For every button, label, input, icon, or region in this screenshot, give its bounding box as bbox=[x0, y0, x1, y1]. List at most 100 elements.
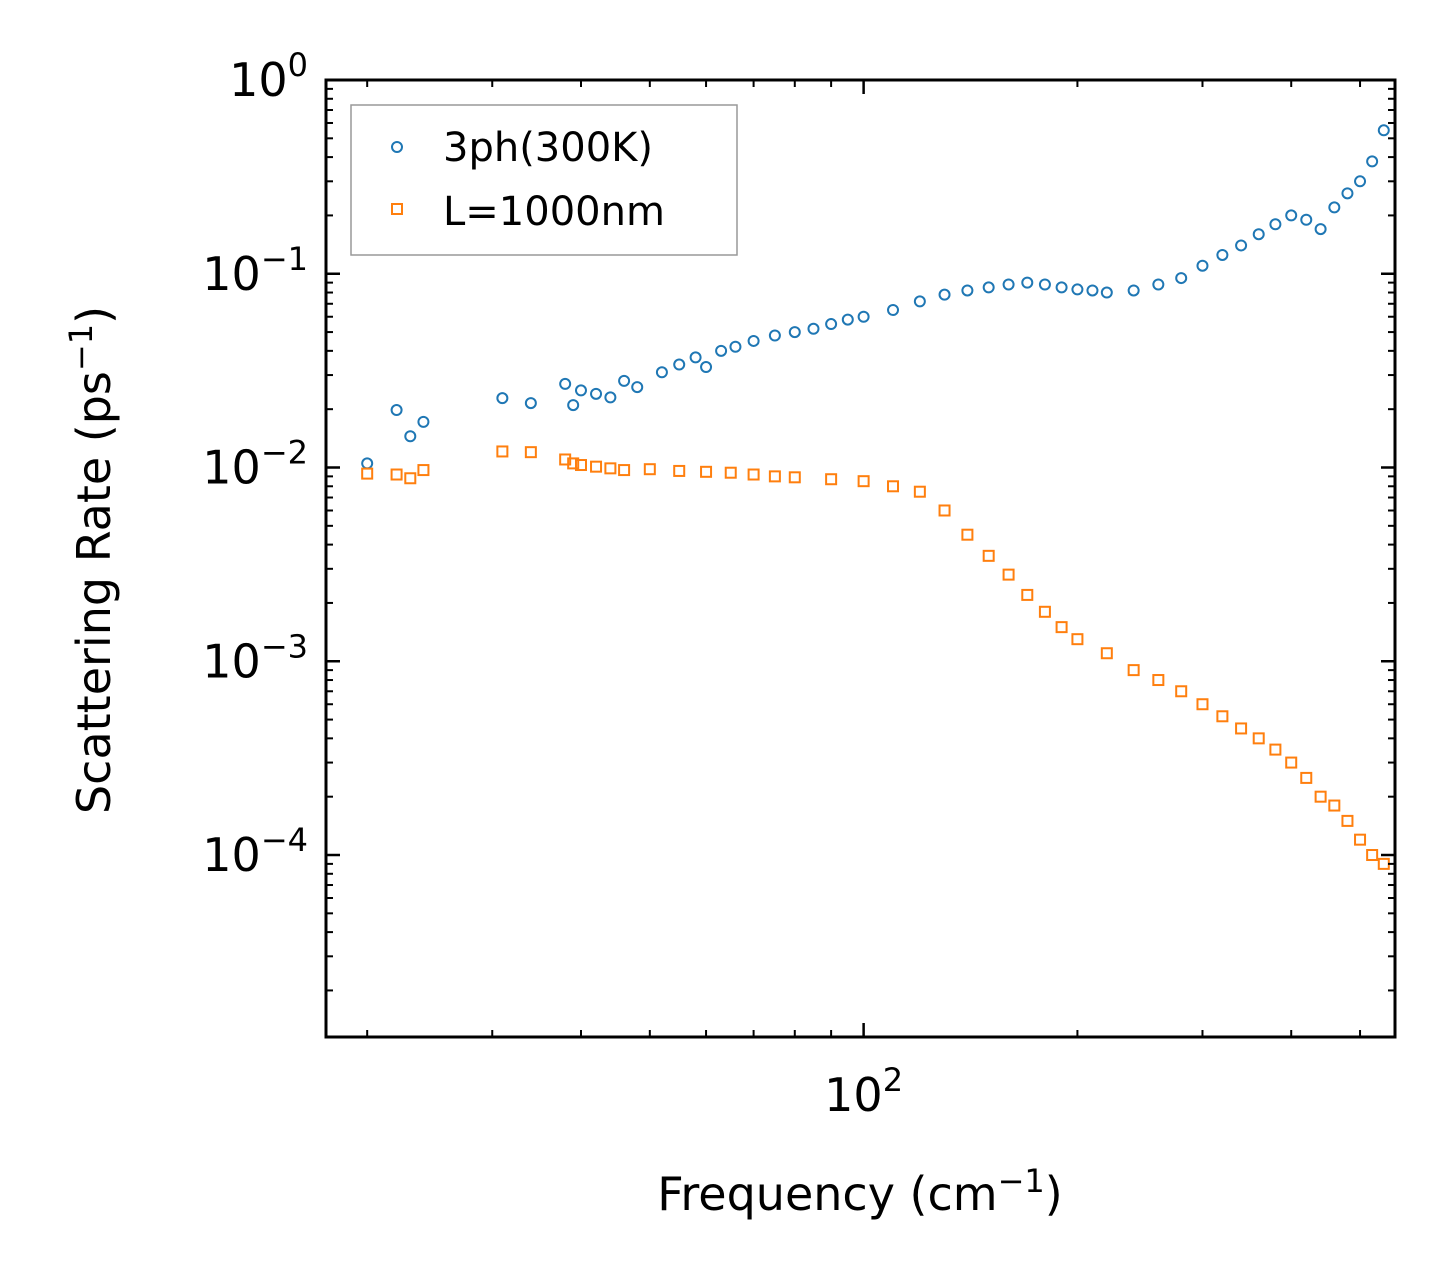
y-axis-label: Scattering Rate (ps−1) bbox=[62, 306, 121, 814]
point-l1000nm bbox=[559, 453, 572, 466]
point-l1000nm bbox=[404, 472, 417, 485]
point-3ph bbox=[857, 310, 870, 323]
point-l1000nm bbox=[590, 460, 603, 473]
y-tick-label: 10−3 bbox=[202, 627, 308, 688]
point-3ph bbox=[1377, 124, 1390, 137]
point-l1000nm bbox=[857, 475, 870, 488]
point-3ph bbox=[618, 374, 631, 387]
point-3ph bbox=[417, 415, 430, 428]
point-l1000nm bbox=[496, 445, 509, 458]
point-3ph bbox=[689, 351, 702, 364]
point-l1000nm bbox=[1328, 799, 1341, 812]
point-l1000nm bbox=[1300, 771, 1313, 784]
legend-marker-circle bbox=[391, 141, 403, 153]
legend-label-3ph: 3ph(300K) bbox=[443, 125, 653, 171]
point-l1000nm bbox=[1127, 664, 1140, 677]
point-l1000nm bbox=[1071, 633, 1084, 646]
point-l1000nm bbox=[1021, 588, 1034, 601]
point-3ph bbox=[938, 288, 951, 301]
point-l1000nm bbox=[1216, 710, 1229, 723]
point-3ph bbox=[1021, 276, 1034, 289]
point-3ph bbox=[729, 340, 742, 353]
point-3ph bbox=[1100, 286, 1113, 299]
point-l1000nm bbox=[574, 459, 587, 472]
point-l1000nm bbox=[1341, 814, 1354, 827]
point-3ph bbox=[390, 404, 403, 417]
point-3ph bbox=[825, 318, 838, 331]
legend-box bbox=[350, 104, 738, 256]
point-3ph bbox=[655, 366, 668, 379]
y-tick-label: 100 bbox=[229, 46, 308, 107]
point-3ph bbox=[559, 377, 572, 390]
point-3ph bbox=[604, 391, 617, 404]
point-3ph bbox=[1055, 281, 1068, 294]
point-l1000nm bbox=[1252, 732, 1265, 745]
point-l1000nm bbox=[788, 471, 801, 484]
point-l1000nm bbox=[361, 467, 374, 480]
point-l1000nm bbox=[673, 464, 686, 477]
point-3ph bbox=[1328, 201, 1341, 214]
point-l1000nm bbox=[604, 462, 617, 475]
point-3ph bbox=[768, 329, 781, 342]
point-3ph bbox=[631, 381, 644, 394]
point-l1000nm bbox=[618, 464, 631, 477]
plot-frame bbox=[324, 78, 1397, 1039]
point-l1000nm bbox=[938, 504, 951, 517]
point-3ph bbox=[1127, 284, 1140, 297]
y-tick-label: 10−2 bbox=[202, 434, 308, 495]
point-3ph bbox=[1196, 259, 1209, 272]
point-l1000nm bbox=[724, 466, 737, 479]
point-l1000nm bbox=[887, 480, 900, 493]
point-3ph bbox=[1002, 278, 1015, 291]
point-l1000nm bbox=[1175, 685, 1188, 698]
point-l1000nm bbox=[1196, 698, 1209, 711]
point-l1000nm bbox=[1314, 790, 1327, 803]
point-3ph bbox=[1252, 228, 1265, 241]
point-3ph bbox=[567, 399, 580, 412]
legend-marker-square bbox=[391, 203, 403, 215]
x-tick-label: 102 bbox=[824, 1061, 903, 1122]
point-3ph bbox=[1086, 284, 1099, 297]
point-3ph bbox=[1366, 155, 1379, 168]
legend: 3ph(300K) L=1000nm bbox=[350, 104, 738, 256]
point-l1000nm bbox=[961, 528, 974, 541]
point-l1000nm bbox=[1354, 833, 1367, 846]
point-l1000nm bbox=[747, 468, 760, 481]
point-l1000nm bbox=[982, 549, 995, 562]
point-3ph bbox=[1314, 223, 1327, 236]
point-3ph bbox=[700, 361, 713, 374]
point-3ph bbox=[1235, 239, 1248, 252]
point-l1000nm bbox=[1285, 756, 1298, 769]
point-l1000nm bbox=[700, 465, 713, 478]
point-3ph bbox=[1216, 248, 1229, 261]
data-points bbox=[361, 124, 1390, 870]
y-tick-label: 10−4 bbox=[202, 821, 308, 882]
point-3ph bbox=[788, 326, 801, 339]
point-3ph bbox=[1354, 175, 1367, 188]
point-3ph bbox=[1071, 283, 1084, 296]
point-3ph bbox=[961, 284, 974, 297]
point-l1000nm bbox=[390, 468, 403, 481]
point-3ph bbox=[841, 313, 854, 326]
point-l1000nm bbox=[1100, 647, 1113, 660]
point-3ph bbox=[404, 430, 417, 443]
point-l1000nm bbox=[1366, 849, 1379, 862]
point-l1000nm bbox=[1269, 743, 1282, 756]
point-3ph bbox=[574, 384, 587, 397]
point-3ph bbox=[887, 304, 900, 317]
y-tick-label: 10−1 bbox=[202, 240, 308, 301]
point-3ph bbox=[1038, 278, 1051, 291]
point-3ph bbox=[913, 295, 926, 308]
x-axis-label: Frequency (cm−1) bbox=[657, 1162, 1062, 1221]
point-l1000nm bbox=[825, 473, 838, 486]
point-3ph bbox=[590, 387, 603, 400]
point-3ph bbox=[524, 397, 537, 410]
point-l1000nm bbox=[1235, 722, 1248, 735]
point-l1000nm bbox=[1038, 605, 1051, 618]
point-3ph bbox=[1269, 218, 1282, 231]
point-l1000nm bbox=[417, 464, 430, 477]
point-l1000nm bbox=[768, 470, 781, 483]
point-3ph bbox=[673, 358, 686, 371]
point-l1000nm bbox=[567, 457, 580, 470]
